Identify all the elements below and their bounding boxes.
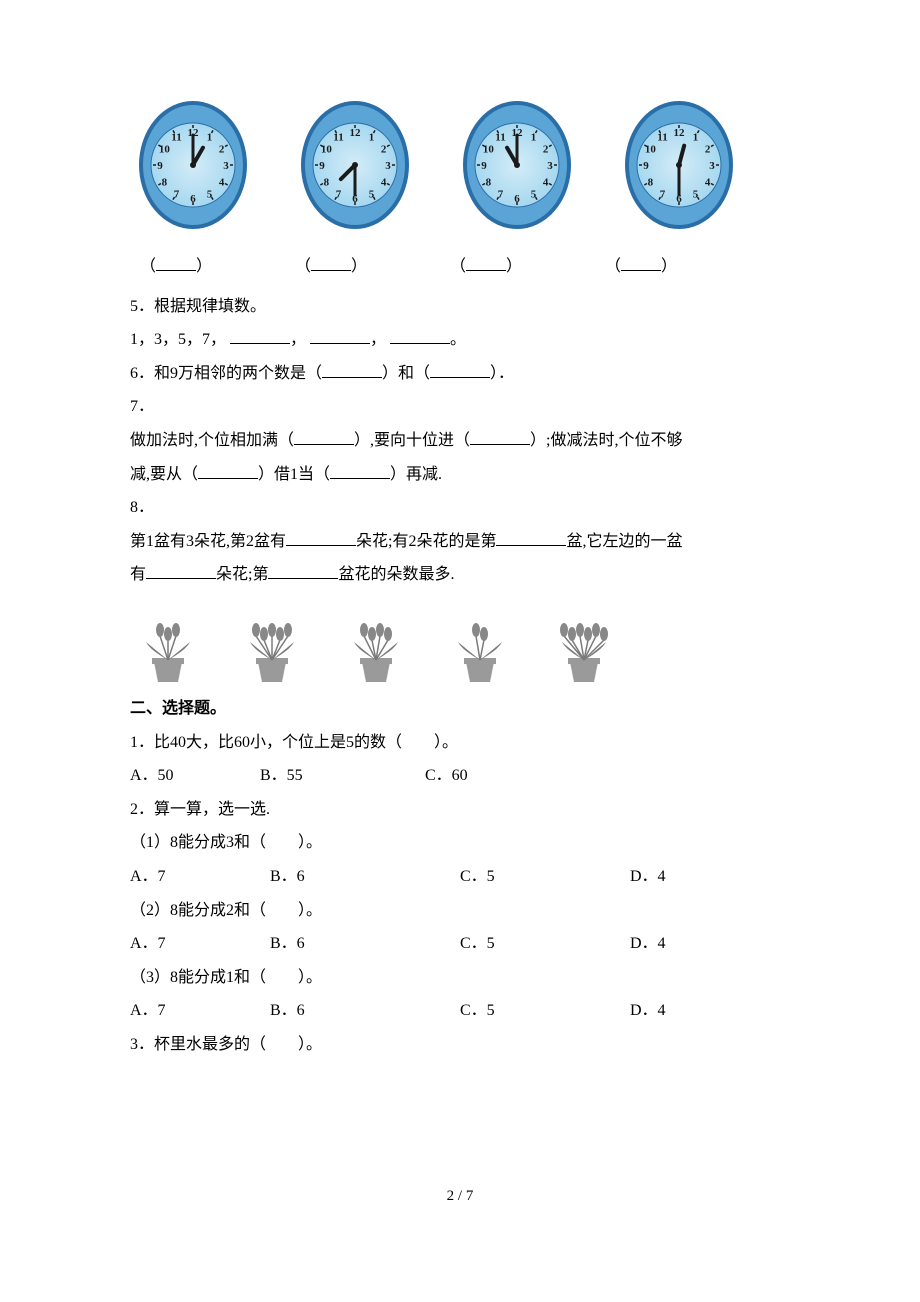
s2q2-sub1: （1）8能分成3和（ ）。	[130, 826, 790, 860]
s2q2-1-opt-a: A．7	[130, 860, 270, 894]
s2q2-sub2-opts: A．7 B．6 C．5 D．4	[130, 927, 790, 961]
svg-text:3: 3	[223, 160, 229, 172]
svg-text:12: 12	[674, 127, 686, 139]
s2q2-sub3: （3）8能分成1和（ ）。	[130, 961, 790, 995]
clock-row: 123456789101112 123456789101112 12345678…	[130, 100, 790, 230]
svg-text:7: 7	[336, 189, 342, 201]
page-number: 2 / 7	[130, 1181, 790, 1213]
clock-3: 123456789101112	[462, 100, 572, 230]
svg-text:4: 4	[219, 177, 225, 189]
s2q2-2-opt-a: A．7	[130, 927, 270, 961]
s2q2-2-opt-c: C．5	[460, 927, 630, 961]
svg-text:2: 2	[219, 144, 225, 156]
q8-line2: 有朵花;第盆花的朵数最多.	[130, 558, 790, 592]
clock-2: 123456789101112	[300, 100, 410, 230]
svg-text:8: 8	[648, 177, 654, 189]
svg-text:7: 7	[660, 189, 666, 201]
svg-text:4: 4	[543, 177, 549, 189]
svg-text:9: 9	[319, 160, 325, 172]
section2-title: 二、选择题。	[130, 692, 790, 726]
s2q3-stem: 3．杯里水最多的（ ）。	[130, 1028, 790, 1062]
q8-line1: 第1盆有3朵花,第2盆有朵花;有2朵花的是第盆,它左边的一盆	[130, 525, 790, 559]
clock-4: 123456789101112	[624, 100, 734, 230]
s2q2-2-opt-d: D．4	[630, 927, 730, 961]
s2q2-1-opt-b: B．6	[270, 860, 460, 894]
svg-text:10: 10	[321, 144, 333, 156]
s2q2-1-opt-c: C．5	[460, 860, 630, 894]
svg-text:7: 7	[498, 189, 504, 201]
svg-text:11: 11	[657, 131, 667, 143]
clock-answer-1: （）	[140, 250, 265, 284]
clock-answer-3: （）	[450, 250, 575, 284]
svg-text:1: 1	[369, 131, 375, 143]
svg-text:2: 2	[705, 144, 711, 156]
svg-text:10: 10	[159, 144, 171, 156]
s2q2-sub2: （2）8能分成2和（ ）。	[130, 894, 790, 928]
svg-text:3: 3	[709, 160, 715, 172]
clock-answer-row: （） （） （） （）	[130, 250, 790, 284]
svg-text:8: 8	[324, 177, 330, 189]
svg-text:2: 2	[543, 144, 549, 156]
svg-text:12: 12	[350, 127, 362, 139]
clock-answer-2: （）	[295, 250, 420, 284]
q5-sequence: 1，3，5，7， ， ， 。	[130, 323, 790, 357]
svg-text:11: 11	[171, 131, 181, 143]
svg-text:7: 7	[174, 189, 180, 201]
q7-line2: 减,要从（）借1当（）再减.	[130, 458, 790, 492]
s2q1-opt-b: B．55	[260, 759, 425, 793]
q7-line1: 做加法时,个位相加满（）,要向十位进（）;做减法时,个位不够	[130, 424, 790, 458]
svg-text:10: 10	[483, 144, 495, 156]
svg-text:1: 1	[207, 131, 213, 143]
svg-text:11: 11	[333, 131, 343, 143]
s2q1-stem: 1．比40大，比60小，个位上是5的数（ ）。	[130, 726, 790, 760]
svg-text:3: 3	[385, 160, 391, 172]
clock-answer-4: （）	[605, 250, 730, 284]
s2q2-stem: 2．算一算，选一选.	[130, 793, 790, 827]
pot-3	[342, 612, 410, 684]
pot-4	[446, 612, 514, 684]
s2q1-options: A．50 B．55 C．60	[130, 759, 790, 793]
s2q2-3-opt-b: B．6	[270, 994, 460, 1028]
svg-text:9: 9	[481, 160, 487, 172]
q8-title: 8．	[130, 491, 790, 525]
s2q1-opt-c: C．60	[425, 759, 590, 793]
s2q2-sub3-opts: A．7 B．6 C．5 D．4	[130, 994, 790, 1028]
s2q2-2-opt-b: B．6	[270, 927, 460, 961]
q7-title: 7．	[130, 390, 790, 424]
pot-2	[238, 612, 306, 684]
svg-text:8: 8	[486, 177, 492, 189]
svg-text:3: 3	[547, 160, 553, 172]
svg-text:8: 8	[162, 177, 168, 189]
s2q2-3-opt-d: D．4	[630, 994, 730, 1028]
svg-text:4: 4	[705, 177, 711, 189]
s2q1-opt-a: A．50	[130, 759, 260, 793]
svg-text:4: 4	[381, 177, 387, 189]
pot-5	[550, 612, 618, 684]
pot-row	[130, 612, 790, 684]
q6: 6．和9万相邻的两个数是（）和（）．	[130, 357, 790, 391]
svg-text:9: 9	[643, 160, 649, 172]
clock-1: 123456789101112	[138, 100, 248, 230]
pot-1	[134, 612, 202, 684]
s2q2-1-opt-d: D．4	[630, 860, 730, 894]
s2q2-sub1-opts: A．7 B．6 C．5 D．4	[130, 860, 790, 894]
s2q2-3-opt-a: A．7	[130, 994, 270, 1028]
svg-text:1: 1	[693, 131, 699, 143]
s2q2-3-opt-c: C．5	[460, 994, 630, 1028]
svg-text:9: 9	[157, 160, 163, 172]
svg-text:2: 2	[381, 144, 387, 156]
svg-text:10: 10	[645, 144, 657, 156]
svg-text:1: 1	[531, 131, 537, 143]
svg-text:11: 11	[495, 131, 505, 143]
q5-title: 5．根据规律填数。	[130, 290, 790, 324]
